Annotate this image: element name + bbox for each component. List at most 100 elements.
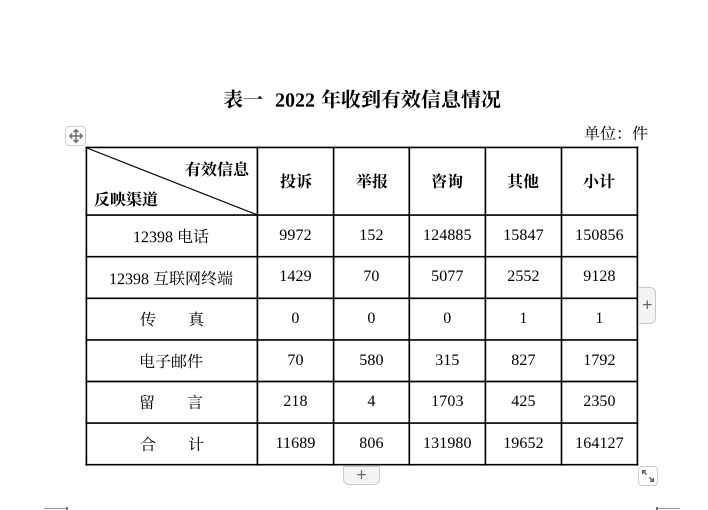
column-header-text-2: [431, 173, 463, 190]
resize-diagonal-icon: [641, 469, 654, 482]
table-cell-r5c0[interactable]: 11689: [257, 423, 333, 465]
partial-line-left: [44, 507, 68, 509]
cell-value: 9972: [279, 226, 312, 244]
add-row-button[interactable]: +: [342, 464, 381, 485]
table-cell-r3c0[interactable]: 70: [257, 340, 333, 382]
table-cell-r2c4[interactable]: 1: [562, 298, 638, 340]
table-move-handle[interactable]: [65, 126, 86, 147]
add-column-button[interactable]: +: [637, 287, 657, 324]
cell-value: 1792: [583, 351, 616, 369]
cell-value: 0: [443, 310, 452, 328]
row-label-text-2-glyphs: [140, 311, 204, 327]
cell-value: 164127: [575, 434, 624, 452]
column-header-text-4-glyphs: [583, 173, 616, 189]
cell-value: 152: [359, 226, 384, 244]
cell-value: 806: [359, 434, 384, 452]
table-cell-r4c1[interactable]: 4: [334, 382, 410, 424]
cell-value: 580: [359, 351, 384, 369]
partial-line-right-tick: [655, 507, 658, 510]
cell-value: 218: [283, 393, 308, 411]
corner-column-axis-text-glyphs: [185, 161, 249, 177]
cell-value: 425: [511, 393, 536, 411]
table-cell-r4c4[interactable]: 2350: [562, 382, 638, 424]
cell-value: 15847: [503, 226, 544, 244]
table-cell-r3c4[interactable]: 1792: [562, 340, 638, 382]
row-label-text-2: [140, 311, 204, 328]
cell-value: 1703: [431, 393, 464, 411]
cell-value: 1: [519, 310, 528, 328]
table-cell-r3c3[interactable]: 827: [485, 340, 561, 382]
row-label-text-5-glyphs: [140, 436, 204, 452]
column-header-text-3: [507, 173, 539, 190]
column-header-text-0-glyphs: [279, 173, 312, 189]
column-header-text-2-glyphs: [432, 173, 463, 189]
table-cell-r0c1[interactable]: 152: [334, 215, 410, 257]
cell-value: 150856: [575, 226, 624, 244]
table-cell-r2c1[interactable]: 0: [334, 298, 410, 340]
cell-value: 0: [367, 310, 376, 328]
table-cell-r1c2[interactable]: 5077: [409, 257, 485, 299]
table-cell-r3c1[interactable]: 580: [334, 340, 410, 382]
cell-value: 2552: [507, 268, 540, 286]
row-label-text-0: [133, 228, 209, 245]
row-label-text-4: [139, 394, 203, 411]
cell-value: 4: [367, 393, 376, 411]
plus-icon: +: [356, 464, 367, 485]
row-label-text-3-glyphs: [141, 353, 203, 369]
column-header-text-4: [583, 173, 616, 190]
corner-row-axis-text: [94, 191, 158, 208]
table-cell-r5c2[interactable]: 131980: [409, 423, 485, 465]
row-label-text-0-glyphs: [134, 228, 209, 244]
table-cell-r3c2[interactable]: 315: [409, 340, 485, 382]
row-label-text-4-glyphs: [141, 394, 203, 410]
cell-value: 1429: [279, 268, 312, 286]
table-cell-r2c3[interactable]: 1: [485, 298, 561, 340]
cell-value: 2350: [583, 393, 616, 411]
column-header-text-1-glyphs: [355, 173, 387, 189]
unit-label-text-glyphs: [584, 125, 647, 141]
cell-value: 70: [363, 268, 380, 286]
column-header-text-0: [279, 173, 312, 190]
table-cell-r4c2[interactable]: 1703: [409, 382, 485, 424]
cell-value: 131980: [423, 434, 472, 452]
partial-line-right: [656, 507, 680, 509]
column-header-text-1: [355, 173, 388, 190]
corner-column-axis-text: [185, 161, 249, 178]
table-cell-r2c2[interactable]: 0: [409, 298, 485, 340]
table-cell-r1c0[interactable]: 1429: [257, 257, 333, 299]
row-label-text-5: [140, 436, 204, 453]
table-cell-r4c3[interactable]: 425: [485, 382, 561, 424]
cell-value: 0: [291, 310, 300, 328]
document-title-text: [223, 89, 501, 110]
table-cell-r5c4[interactable]: 164127: [562, 423, 638, 465]
document-title-text-glyphs: [223, 89, 501, 109]
cell-value: 5077: [431, 268, 464, 286]
table-cell-r0c0[interactable]: 9972: [257, 215, 333, 257]
plus-icon: +: [642, 294, 653, 315]
table-cell-r5c1[interactable]: 806: [334, 423, 410, 465]
table-cell-r1c4[interactable]: 9128: [562, 257, 638, 299]
row-label-text-3: [139, 353, 203, 370]
cell-value: 11689: [275, 434, 316, 452]
cell-value: 124885: [423, 226, 472, 244]
row-label-text-1-glyphs: [110, 270, 233, 285]
table-cell-r0c3[interactable]: 15847: [485, 215, 561, 257]
unit-label-text: [584, 125, 648, 142]
table-cell-r1c3[interactable]: 2552: [485, 257, 561, 299]
corner-row-axis-text-glyphs: [94, 191, 158, 207]
table-cell-r4c0[interactable]: 218: [257, 382, 333, 424]
cell-value: 9128: [583, 268, 616, 286]
table-cell-r5c3[interactable]: 19652: [485, 423, 561, 465]
cell-value: 1: [595, 310, 604, 328]
cell-value: 19652: [503, 434, 544, 452]
row-label-text-1: [109, 270, 233, 287]
table-cell-r2c0[interactable]: 0: [257, 298, 333, 340]
table-cell-r0c4[interactable]: 150856: [562, 215, 638, 257]
table-cell-r1c1[interactable]: 70: [334, 257, 410, 299]
table-cell-r0c2[interactable]: 124885: [409, 215, 485, 257]
cell-value: 315: [435, 351, 460, 369]
table-resize-handle[interactable]: [637, 465, 659, 486]
column-header-text-3-glyphs: [507, 173, 539, 189]
cell-value: 70: [287, 351, 304, 369]
